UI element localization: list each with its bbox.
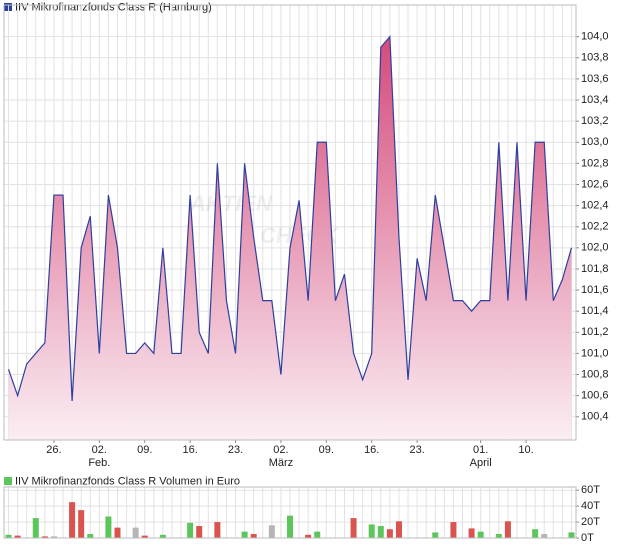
watermark: AKTIEN (189, 191, 273, 216)
bar (368, 524, 375, 538)
y-tick-label: 101,4 (581, 305, 609, 317)
y-tick-label: 102,2 (581, 221, 609, 233)
bar (78, 510, 85, 538)
chart-title: IIV Mikrofinanzfonds Class R Volumen in … (15, 475, 240, 487)
bar (132, 527, 139, 538)
bar (377, 526, 384, 538)
bar (5, 534, 12, 538)
x-tick-label: 02. (273, 444, 288, 456)
bar (504, 521, 511, 538)
y-tick-label: 103,0 (581, 136, 609, 148)
bar (287, 515, 293, 538)
bar (305, 534, 312, 538)
y-tick-label: 60T (581, 484, 600, 496)
y-tick-label: 100,6 (581, 390, 609, 402)
bar (532, 529, 539, 538)
bar (386, 529, 393, 538)
x-tick-label: 09. (319, 444, 334, 456)
x-tick-label: 16. (182, 444, 197, 456)
y-tick-label: 103,4 (581, 94, 609, 106)
y-tick-label: 102,0 (581, 242, 609, 254)
x-month-label: Feb. (88, 457, 110, 469)
bar (141, 535, 148, 538)
bar (105, 516, 112, 538)
y-tick-label: 103,8 (581, 52, 609, 64)
plot-frame (3, 4, 577, 441)
y-tick-label: 102,8 (581, 157, 609, 169)
bar (159, 534, 166, 538)
bar (14, 535, 21, 538)
bar (568, 532, 575, 538)
bar (477, 531, 484, 538)
x-month-label: März (269, 457, 293, 469)
x-month-label: April (470, 457, 492, 469)
y-tick-label: 104,0 (581, 31, 609, 43)
bar (41, 536, 48, 538)
x-tick-label: 09. (137, 444, 152, 456)
bar (395, 521, 402, 538)
area (8, 36, 572, 441)
bar (314, 531, 321, 538)
x-tick-label: 01. (473, 444, 488, 456)
x-tick-label: 23. (409, 444, 424, 456)
y-tick-label: 100,4 (581, 411, 609, 423)
bar (114, 527, 121, 538)
legend-swatch (4, 3, 12, 11)
bar (187, 522, 194, 538)
plot-frame (3, 486, 577, 539)
y-tick-label: 20T (581, 516, 600, 528)
bar (196, 526, 203, 538)
x-tick-label: 16. (364, 444, 379, 456)
x-tick-label: 23. (228, 444, 243, 456)
bar (495, 534, 502, 538)
bar (87, 534, 94, 538)
x-tick-label: 26. (46, 444, 61, 456)
y-tick-label: 102,4 (581, 200, 609, 212)
bar (214, 522, 221, 538)
y-tick-label: 101,8 (581, 263, 609, 275)
y-tick-label: 100,8 (581, 368, 609, 380)
x-tick-label: 02. (92, 444, 107, 456)
bar (350, 518, 357, 538)
bar (468, 528, 475, 538)
y-tick-label: 101,6 (581, 284, 609, 296)
bar (250, 534, 257, 538)
bar (268, 525, 275, 538)
bar (432, 532, 439, 538)
y-tick-label: 101,0 (581, 347, 609, 359)
bar (32, 518, 39, 538)
bar (50, 536, 57, 538)
bar (541, 534, 548, 538)
bar (450, 522, 457, 538)
y-tick-label: 103,6 (581, 73, 609, 85)
legend-swatch (4, 477, 12, 485)
y-tick-label: 40T (581, 500, 600, 512)
bar (69, 502, 76, 538)
y-tick-label: 103,2 (581, 115, 609, 127)
y-tick-label: 102,6 (581, 178, 609, 190)
y-tick-label: 0T (581, 532, 594, 544)
line (7, 35, 573, 401)
y-tick-label: 101,2 (581, 326, 609, 338)
x-tick-label: 10. (518, 444, 533, 456)
bar (241, 531, 248, 538)
